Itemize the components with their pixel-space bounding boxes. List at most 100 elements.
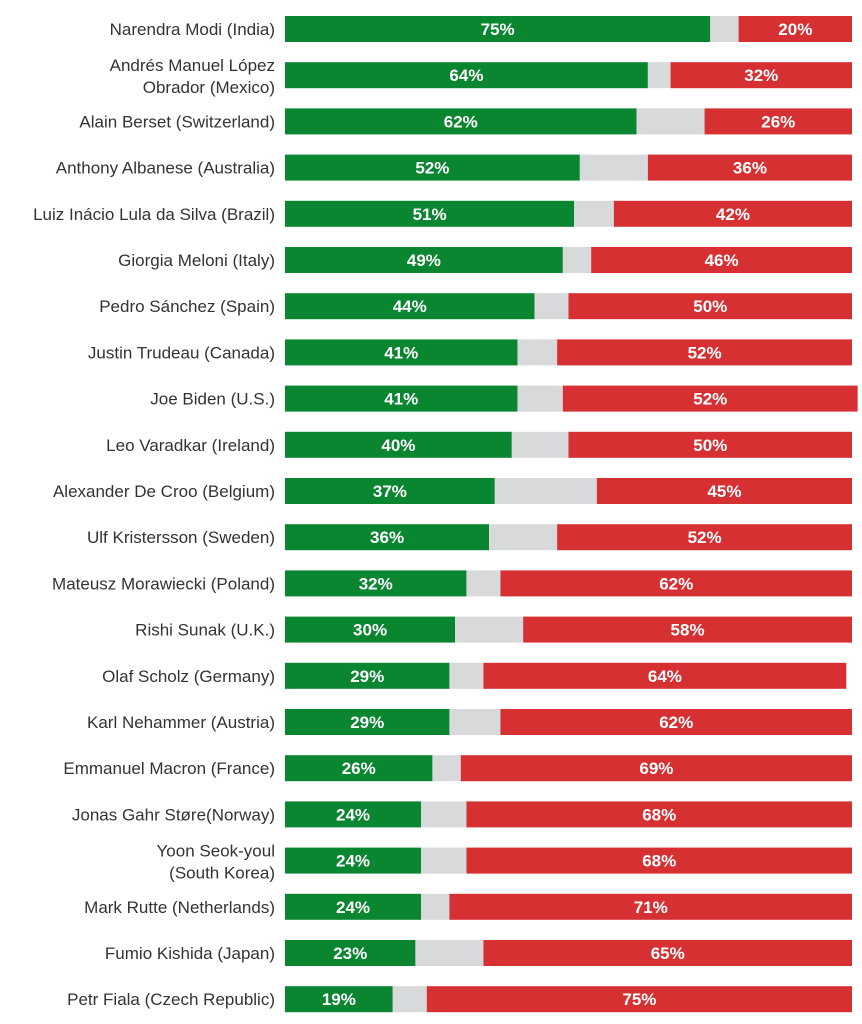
- disapprove-value-label: 52%: [688, 528, 722, 547]
- disapprove-bar: [670, 62, 852, 89]
- disapprove-bar: [738, 16, 852, 42]
- approve-bar: [285, 339, 518, 366]
- approve-bar: [285, 801, 422, 828]
- approve-value-label: 41%: [384, 343, 418, 362]
- disapprove-bar: [568, 293, 852, 320]
- approve-value-label: 29%: [350, 713, 384, 732]
- disapprove-value-label: 64%: [648, 667, 682, 686]
- bar-row: Petr Fiala (Czech Republic) 19% 75%: [67, 986, 852, 1013]
- disapprove-bar: [557, 524, 852, 551]
- approve-bar: [285, 154, 580, 181]
- approve-bar: [285, 616, 456, 643]
- disapprove-bar: [557, 339, 852, 366]
- bar-row: Jonas Gahr Støre(Norway) 24% 68%: [72, 801, 852, 828]
- bar-row: Mark Rutte (Netherlands) 24% 71%: [84, 893, 852, 920]
- neutral-bar: [534, 293, 569, 320]
- disapprove-bar: [568, 431, 852, 458]
- approve-value-label: 32%: [359, 574, 393, 593]
- approve-value-label: 24%: [336, 852, 370, 871]
- bar-row: Leo Varadkar (Ireland) 40% 50%: [106, 431, 852, 458]
- disapprove-value-label: 20%: [778, 20, 812, 39]
- approve-bar: [285, 478, 495, 504]
- disapprove-bar: [483, 662, 847, 689]
- bar-row: Luiz Inácio Lula da Silva (Brazil) 51% 42%: [33, 200, 852, 227]
- approve-value-label: 41%: [384, 390, 418, 409]
- approve-value-label: 52%: [415, 159, 449, 178]
- approve-value-label: 49%: [407, 251, 441, 270]
- disapprove-bar: [523, 616, 852, 643]
- neutral-bar: [579, 154, 648, 181]
- bar-row: Alexander De Croo (Belgium) 37% 45%: [53, 478, 852, 504]
- approve-value-label: 51%: [413, 205, 447, 224]
- disapprove-bar: [613, 200, 852, 227]
- category-label: Rishi Sunak (U.K.): [135, 621, 275, 640]
- approve-value-label: 19%: [322, 990, 356, 1009]
- category-label: Yoon Seok-youl (South Korea): [157, 842, 275, 883]
- disapprove-value-label: 65%: [651, 944, 685, 963]
- disapprove-value-label: 71%: [634, 898, 668, 917]
- bar-row: Yoon Seok-youl (South Korea) 24% 68%: [157, 842, 852, 883]
- approve-value-label: 36%: [370, 528, 404, 547]
- neutral-bar: [421, 893, 450, 920]
- approve-value-label: 24%: [336, 805, 370, 824]
- category-label: Emmanuel Macron (France): [63, 759, 275, 778]
- disapprove-bar: [483, 940, 852, 966]
- disapprove-value-label: 62%: [659, 713, 693, 732]
- approve-bar: [285, 108, 637, 135]
- disapprove-value-label: 68%: [642, 852, 676, 871]
- category-label: Joe Biden (U.S.): [150, 390, 275, 409]
- disapprove-bar: [596, 478, 852, 504]
- disapprove-bar: [426, 986, 852, 1013]
- disapprove-bar: [460, 755, 852, 782]
- disapprove-value-label: 58%: [671, 621, 705, 640]
- disapprove-value-label: 42%: [716, 205, 750, 224]
- disapprove-value-label: 36%: [733, 159, 767, 178]
- neutral-bar: [710, 16, 739, 42]
- disapprove-bar: [466, 801, 852, 828]
- disapprove-value-label: 46%: [705, 251, 739, 270]
- disapprove-value-label: 52%: [693, 390, 727, 409]
- category-label: Luiz Inácio Lula da Silva (Brazil): [33, 205, 275, 224]
- approve-bar: [285, 293, 535, 320]
- approve-bar: [285, 524, 490, 551]
- disapprove-bar: [449, 893, 852, 920]
- neutral-bar: [636, 108, 705, 135]
- disapprove-bar: [647, 154, 852, 181]
- bar-row: Anthony Albanese (Australia) 52% 36%: [56, 154, 852, 181]
- category-label: Pedro Sánchez (Spain): [99, 297, 275, 316]
- approve-value-label: 64%: [449, 66, 483, 85]
- neutral-bar: [562, 247, 592, 273]
- disapprove-bar: [466, 847, 852, 874]
- approve-value-label: 30%: [353, 621, 387, 640]
- disapprove-value-label: 52%: [688, 343, 722, 362]
- bar-row: Rishi Sunak (U.K.) 30% 58%: [135, 616, 852, 643]
- category-label: Mark Rutte (Netherlands): [84, 898, 275, 917]
- disapprove-bar: [591, 247, 852, 273]
- category-label: Narendra Modi (India): [110, 20, 275, 39]
- category-label: Leo Varadkar (Ireland): [106, 436, 275, 455]
- neutral-bar: [421, 801, 467, 828]
- approve-bar: [285, 570, 467, 597]
- approve-bar: [285, 847, 422, 874]
- disapprove-value-label: 26%: [761, 112, 795, 131]
- category-label: Alexander De Croo (Belgium): [53, 482, 275, 501]
- approve-bar: [285, 940, 416, 966]
- neutral-bar: [392, 986, 427, 1013]
- bar-row: Ulf Kristersson (Sweden) 36% 52%: [87, 524, 852, 551]
- approve-value-label: 29%: [350, 667, 384, 686]
- neutral-bar: [489, 524, 558, 551]
- approve-value-label: 24%: [336, 898, 370, 917]
- neutral-bar: [432, 755, 461, 782]
- bar-row: Fumio Kishida (Japan) 23% 65%: [105, 940, 852, 966]
- approve-bar: [285, 385, 518, 412]
- neutral-bar: [574, 200, 614, 227]
- neutral-bar: [421, 847, 467, 874]
- bar-row: Joe Biden (U.S.) 41% 52%: [150, 385, 858, 412]
- approve-value-label: 23%: [333, 944, 367, 963]
- disapprove-bar: [500, 570, 852, 597]
- approve-bar: [285, 16, 711, 42]
- disapprove-value-label: 62%: [659, 574, 693, 593]
- neutral-bar: [449, 709, 501, 735]
- bar-row: Mateusz Morawiecki (Poland) 32% 62%: [52, 570, 852, 597]
- disapprove-bar: [704, 108, 852, 135]
